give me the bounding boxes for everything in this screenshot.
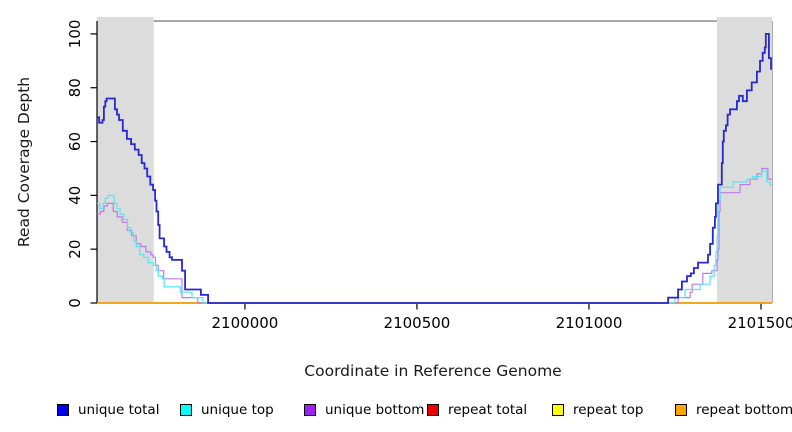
x-tick-label: 2100000: [212, 314, 279, 332]
y-axis-title: Read Coverage Depth: [15, 76, 33, 248]
repeat-region-highlight: [97, 17, 154, 303]
repeat-region-highlight: [716, 17, 772, 303]
y-tick-label: 20: [66, 240, 84, 259]
y-tick-label: 0: [66, 298, 84, 308]
x-tick-label: 2101500: [728, 314, 792, 332]
y-tick-label: 60: [66, 132, 84, 151]
series-line-unique-top: [97, 170, 772, 304]
series-line-unique-bottom: [97, 167, 772, 304]
y-tick-label: 40: [66, 186, 84, 205]
y-tick-label: 80: [66, 78, 84, 97]
series-line-unique-total: [97, 33, 772, 304]
y-tick-label: 100: [66, 20, 84, 49]
x-tick-label: 2101000: [556, 314, 623, 332]
x-axis-title: Coordinate in Reference Genome: [304, 362, 562, 380]
x-tick-label: 2100500: [384, 314, 451, 332]
